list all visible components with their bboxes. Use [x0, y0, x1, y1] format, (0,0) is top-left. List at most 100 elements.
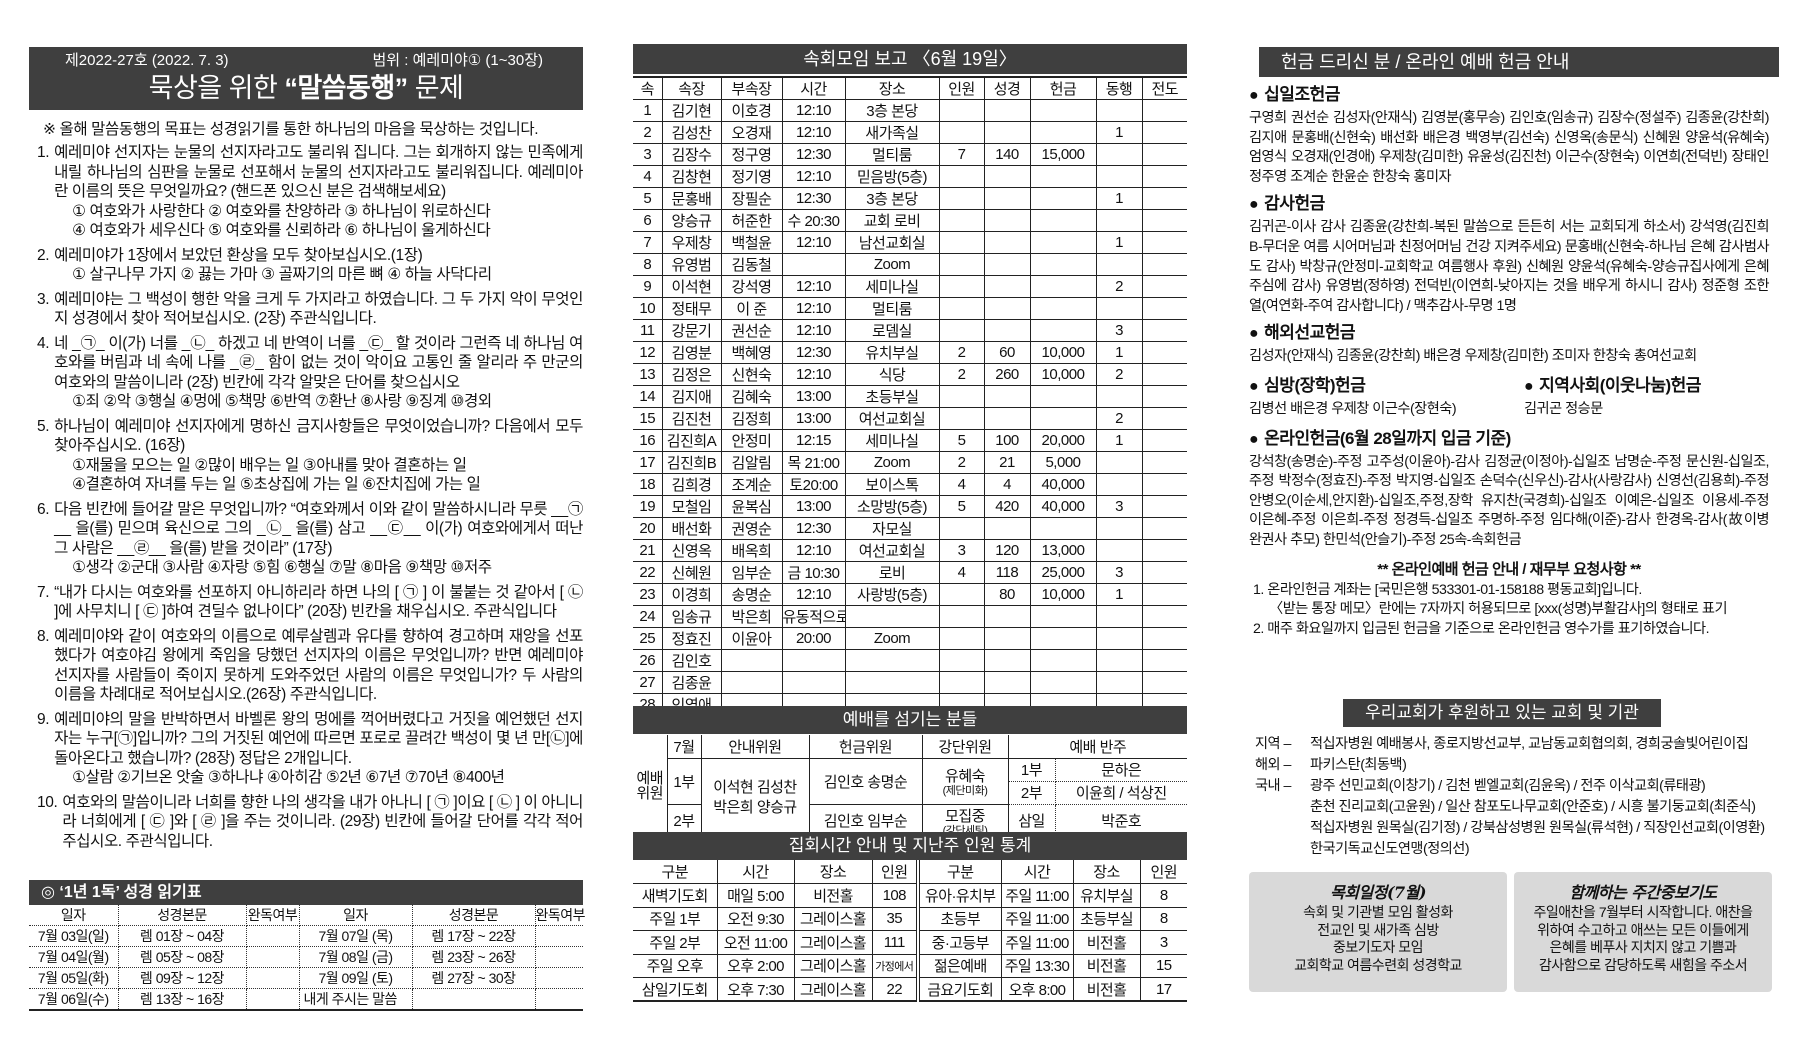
column-header: 구분 — [918, 860, 1002, 884]
table-cell: 오후 7:30 — [717, 977, 795, 1002]
table-cell: 정태무 — [662, 297, 722, 320]
table-cell — [984, 297, 1031, 320]
table-cell: 7월 04일(월) — [29, 946, 119, 968]
section-heading: ● 온라인헌금(6월 28일까지 입금 기준) — [1249, 426, 1769, 453]
table-cell: 12:10 — [782, 583, 846, 606]
table-cell: 수 20:30 — [782, 209, 846, 232]
bullet-icon: ● — [1249, 377, 1259, 395]
table-cell: 이경희 — [662, 583, 722, 606]
table-cell: 17 — [1140, 977, 1187, 1002]
table-cell: 렘 23장 ~ 26장 — [412, 946, 536, 968]
table-row: 6 양승규 허준한 수 20:30 교회 로비 — [633, 209, 1187, 232]
table-cell: 안정미 — [721, 429, 783, 452]
table-cell: 9 — [633, 275, 663, 298]
table-cell: 가정에서 — [872, 954, 920, 978]
column-header: 속 — [633, 77, 663, 100]
table-cell — [984, 385, 1031, 408]
table-cell: 13 — [633, 363, 663, 386]
table-cell: 그레이스홀 — [794, 930, 873, 955]
table-cell: 118 — [984, 561, 1031, 584]
reading-plan-table: 일자 성경본문 완독여부 일자 성경본문 완독여부 7월 03일(일) 렘 01장 ~ 04장… — [29, 905, 586, 1011]
question-item: 4. 네 _㉠_ 이(가) 너를 _㉡_ 하겠고 네 반역이 너를 _㉢_ 할 것… — [37, 334, 583, 412]
table-cell: 25,000 — [1030, 561, 1097, 584]
table-cell — [535, 946, 583, 968]
table-cell: 비전홀 — [1073, 977, 1141, 1002]
table-row: 10 정태무 이 준 12:10 멀티룸 — [633, 297, 1187, 320]
table-cell — [782, 253, 846, 276]
table-cell — [1142, 539, 1187, 562]
label: 지역 – — [1255, 736, 1291, 752]
table-cell: 8 — [1140, 907, 1187, 931]
table-cell: 사랑방(5층) — [845, 583, 940, 606]
question-item: 2. 예레미야가 1장에서 보았던 환상을 모두 찾아보십시오.(1장) ① 살구나… — [37, 246, 583, 285]
table-cell: 12:30 — [782, 517, 846, 540]
table-cell: 김성찬 — [662, 121, 722, 144]
question-text: “내가 다시는 여호와를 선포하지 아니하리라 하면 나의 [ ㉠ ] 이 불붙… — [54, 583, 583, 621]
table-cell: 12:30 — [782, 341, 846, 364]
question-options: ①살람 ②기브온 앗술 ③하나냐 ④아히감 ⑤2년 ⑥7년 ⑦70년 ⑧400년 — [72, 769, 505, 786]
box-line: 감사함으로 감당하도록 새힘을 주소서 — [1538, 956, 1748, 973]
table-cell: 여선교회실 — [845, 407, 940, 430]
table-cell: 22 — [633, 561, 663, 584]
table-cell — [939, 165, 985, 188]
table-cell: 김알림 — [721, 451, 783, 474]
question-options: ① 여호와가 사랑한다 ② 여호와를 찬양하라 ③ 하나님이 위로하신다 — [72, 202, 491, 220]
table-cell: 자모실 — [845, 517, 940, 540]
table-cell: 새가족실 — [845, 121, 940, 144]
title-text: 묵상을 위한 — [148, 73, 285, 103]
table-cell — [1096, 671, 1143, 694]
table-cell: 18 — [633, 473, 663, 496]
question-options: ①죄 ②악 ③행실 ④멍에 ⑤책망 ⑥반역 ⑦환난 ⑧사랑 ⑨징계 ⑩경외 — [72, 393, 492, 410]
table-cell — [939, 121, 985, 144]
table-cell — [1142, 319, 1187, 342]
table-cell: 매일 5:00 — [717, 883, 795, 908]
offering-1: 김인호 송명순 — [809, 758, 923, 805]
question-options: ①생각 ②군대 ③사람 ④자랑 ⑤힘 ⑥행실 ⑦말 ⑧마음 ⑨책망 ⑩저주 — [72, 559, 492, 576]
table-cell: 2 — [939, 341, 985, 364]
table-cell — [1096, 297, 1143, 320]
col-offering: 헌금위원 — [809, 735, 923, 759]
table-cell — [1142, 561, 1187, 584]
scripture-range: 범위 : 예레미야① (1~30장) — [372, 51, 544, 69]
table-cell: 7월 08일 (금) — [299, 946, 413, 968]
table-cell — [1142, 231, 1187, 254]
question-item: 1. 예레미야 선지자는 눈물의 선지자라고도 불리워 집니다. 그는 회개하지 … — [37, 143, 583, 241]
table-cell — [984, 605, 1031, 628]
table-cell — [1096, 451, 1143, 474]
page-title: 묵상을 위한 “말씀동행” 문제 — [29, 69, 583, 107]
table-cell: 믿음방(5층) — [845, 165, 940, 188]
table-cell: 오전 11:00 — [717, 930, 795, 955]
table-cell: 20 — [633, 517, 663, 540]
table-cell — [1030, 671, 1097, 694]
table-row: 삼일기도회 오후 7:30 그레이스홀 22 금요기도회 오후 8:00 비전홀 17 — [633, 977, 1187, 1002]
table-cell: 김진희A — [662, 429, 722, 452]
table-row: 9 이석현 강석영 12:10 세미나실 2 — [633, 275, 1187, 298]
table-cell: 1 — [1096, 231, 1143, 254]
table-cell: 김인호 — [662, 649, 722, 672]
table-row: 23 이경희 송명순 12:10 사랑방(5층) 80 10,000 1 — [633, 583, 1187, 606]
table-cell — [845, 605, 940, 628]
column-header: 인원 — [1140, 860, 1187, 884]
table-cell: 중·고등부 — [918, 930, 1002, 955]
table-cell — [1142, 209, 1187, 232]
row-label: 예배위원 — [633, 735, 668, 838]
column-header: 시간 — [1001, 860, 1074, 884]
table-cell: 정구영 — [721, 143, 783, 166]
table-cell — [984, 517, 1031, 540]
section-heading: ● 십일조헌금 — [1249, 82, 1769, 109]
table-cell — [939, 275, 985, 298]
table-cell: 송명순 — [721, 583, 783, 606]
table-cell: 그레이스홀 — [794, 907, 873, 931]
table-cell: 15 — [1140, 954, 1187, 978]
table-cell — [1030, 231, 1097, 254]
table-cell: 금요기도회 — [918, 977, 1002, 1002]
column-header: 전도 — [1142, 77, 1187, 100]
table-cell: 12 — [633, 341, 663, 364]
table-cell: 권영순 — [721, 517, 783, 540]
table-row: 7월 06일(수) 렘 13장 ~ 16장 내게 주시는 말씀 — [29, 988, 583, 1011]
question-text: 예레미야가 1장에서 보았던 환상을 모두 찾아보십시오.(1장) — [54, 246, 423, 264]
question-number: 8. — [37, 627, 50, 645]
text: 춘천 진리교회(고윤원) / 일산 참포도나무교회(안준호) / 시흥 불기둥교… — [1310, 799, 1756, 815]
cell-group-report-table: 속 속장 부속장 시간 장소 인원 성경 헌금 동행 전도 1 김기현 이호경 12:10 3층 본당 2 김성… — [633, 76, 1187, 717]
question-list: 1. 예레미야 선지자는 눈물의 선지자라고도 불리워 집니다. 그는 회개하지 … — [37, 143, 583, 856]
